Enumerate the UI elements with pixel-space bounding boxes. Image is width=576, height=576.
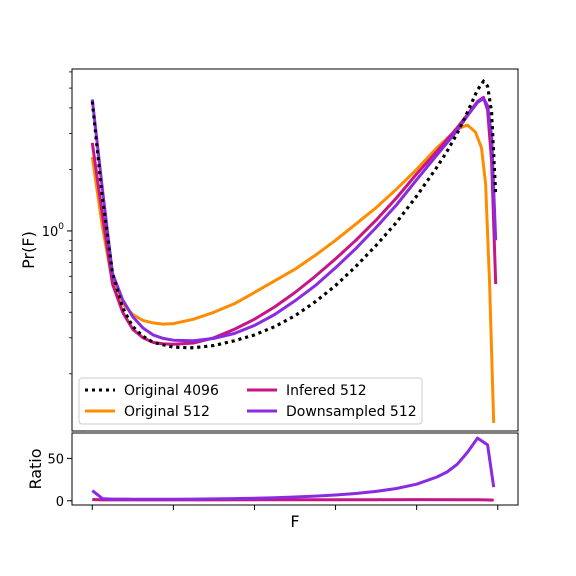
legend-label: Downsampled 512 (286, 404, 417, 420)
ratio-y-axis-label: Ratio (26, 448, 45, 489)
ratio-line-downsampled-512 (91, 436, 496, 501)
legend: Original 4096 Original 512 Infered 512 Down… (78, 377, 423, 425)
series-line-original-4096 (90, 79, 498, 350)
legend-label: Infered 512 (286, 383, 367, 399)
main-axes-frame (71, 68, 519, 432)
legend-frame (78, 377, 423, 425)
main-plot-lines (90, 78, 498, 423)
legend-label: Original 4096 (124, 383, 219, 399)
series-line-original-4096-overlay (90, 78, 498, 350)
series-line-infered-512 (90, 95, 498, 346)
ratio-y-tick-label: 50 (47, 452, 64, 467)
series-line-downsampled-512 (90, 96, 498, 343)
legend-label: Original 512 (124, 404, 210, 420)
main-y-ticks: 100 (42, 71, 72, 375)
ratio-y-tick-label: 0 (56, 495, 64, 510)
ratio-axes-frame (71, 432, 519, 506)
main-y-axis-label: Pr(F) (19, 231, 38, 269)
main-y-tick-label: 100 (42, 222, 65, 240)
ratio-y-ticks: 0 50 (47, 452, 72, 510)
ratio-plot-lines (91, 436, 496, 502)
ratio-x-ticks (91, 505, 499, 510)
x-axis-label: F (290, 512, 299, 531)
series-line-original-512 (90, 123, 496, 423)
